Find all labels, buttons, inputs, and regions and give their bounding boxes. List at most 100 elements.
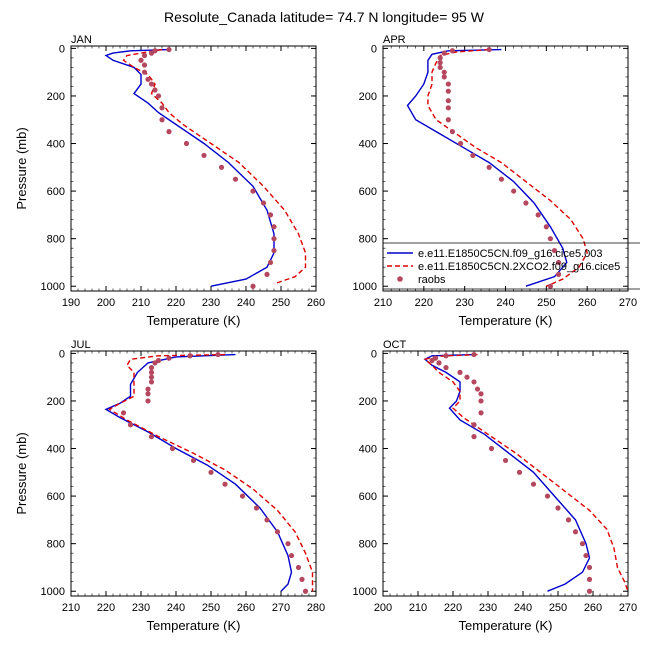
raobs-point [148,81,155,87]
raobs-point [486,46,492,53]
y-axis-label: Pressure (mb) [14,127,29,209]
raobs-point [543,224,549,230]
y-axis-label: Pressure (mb) [14,432,29,514]
series-line-control [104,48,275,287]
raobs-point [429,357,435,364]
raobs-point [457,369,463,376]
raobs-point [267,212,274,218]
raobs-point [138,57,144,63]
y-tick-label: 200 [359,91,377,103]
series-line-2xco2 [427,48,588,287]
raobs-point [441,50,447,56]
y-tick-label: 200 [47,396,65,408]
raobs-point [120,410,127,416]
raobs-point [565,517,572,523]
x-axis-label: Temperature (K) [459,313,553,328]
raobs-point [445,98,451,104]
plot-frame [70,45,317,292]
series-line-control [104,353,293,592]
raobs-point [250,283,256,289]
raobs-point [488,445,495,452]
raobs-point [498,176,505,182]
raobs-point [478,410,484,416]
raobs-point [555,505,561,511]
raobs-point [443,365,449,371]
x-tick-label: 210 [374,297,392,309]
raobs-point [127,422,134,428]
plot-data [406,46,588,289]
panel-jul: 210 220 230 240 250 260 270 280 0 200 400 600 800 100… [14,339,325,633]
raobs-point [187,353,193,359]
x-tick-label: 260 [578,297,596,309]
raobs-point [530,481,537,487]
raobs-point [271,236,277,242]
raobs-point [267,259,274,266]
raobs-point [464,374,470,380]
x-tick-label: 210 [62,602,80,614]
raobs-point [166,46,172,53]
x-tick-label: 250 [537,297,555,309]
y-tick-label: 1000 [41,281,65,293]
raobs-point [502,457,509,464]
raobs-point [441,69,447,75]
raobs-point [579,541,586,547]
raobs-point [208,469,214,475]
x-tick-label: 240 [237,297,255,309]
raobs-point [586,588,593,594]
plot-data [423,351,628,594]
raobs-point [445,105,451,111]
raobs-point [299,576,305,582]
x-tick-label: 270 [619,602,637,614]
series-line-control [423,353,591,592]
raobs-point [148,434,155,440]
legend-label: e.e11.E1850C5CN.2XCO2.f09_g16.cice5 [418,261,620,273]
raobs-point [443,353,449,359]
x-tick-label: 250 [549,602,567,614]
x-axis-label: Temperature (K) [147,618,241,633]
raobs-point [152,87,158,93]
y-tick-label: 0 [59,43,65,55]
raobs-point [190,457,197,464]
x-tick-label: 250 [202,602,220,614]
x-tick-label: 220 [415,297,433,309]
raobs-point [148,374,155,380]
figure-title: Resolute_Canada latitude= 74.7 N longitu… [164,9,485,25]
raobs-point [583,552,589,559]
raobs-point [535,212,541,218]
raobs-point [288,552,295,559]
raobs-point [148,379,155,385]
x-tick-label: 270 [619,297,637,309]
raobs-point [544,493,551,499]
raobs-point [511,188,517,194]
raobs-point [166,355,172,361]
y-tick-label: 600 [359,186,377,198]
legend: e.e11.E1850C5CN.f09_g16.cice5.003e.e11.E… [383,242,640,290]
y-tick-label: 800 [47,234,65,246]
raobs-point [555,259,562,266]
raobs-point [449,48,456,54]
raobs-point [471,434,477,440]
raobs-point [551,247,558,254]
y-tick-label: 200 [359,396,377,408]
panel-apr: 210 220 230 240 250 260 270 0 200 400 600 800 1000 AP… [353,34,638,328]
raobs-point [148,365,155,371]
raobs-point [274,529,281,535]
raobs-point [166,129,172,135]
raobs-point [155,93,162,99]
y-tick-label: 0 [371,43,377,55]
series-line-2xco2 [108,353,314,592]
raobs-point [141,52,148,59]
legend-marker-raobs [397,276,403,282]
raobs-point [474,386,481,392]
raobs-point [145,386,151,392]
x-tick-label: 230 [479,602,497,614]
panel-oct: 200 210 220 230 240 250 260 270 0 200 400 600 800 100… [353,339,638,633]
y-tick-label: 0 [59,348,65,360]
x-tick-label: 280 [307,602,325,614]
x-axis-label: Temperature (K) [147,313,241,328]
panel-title: OCT [383,339,407,351]
raobs-point [445,117,451,123]
series-line-2xco2 [122,48,307,285]
x-tick-label: 200 [97,297,115,309]
raobs-point [295,564,302,571]
